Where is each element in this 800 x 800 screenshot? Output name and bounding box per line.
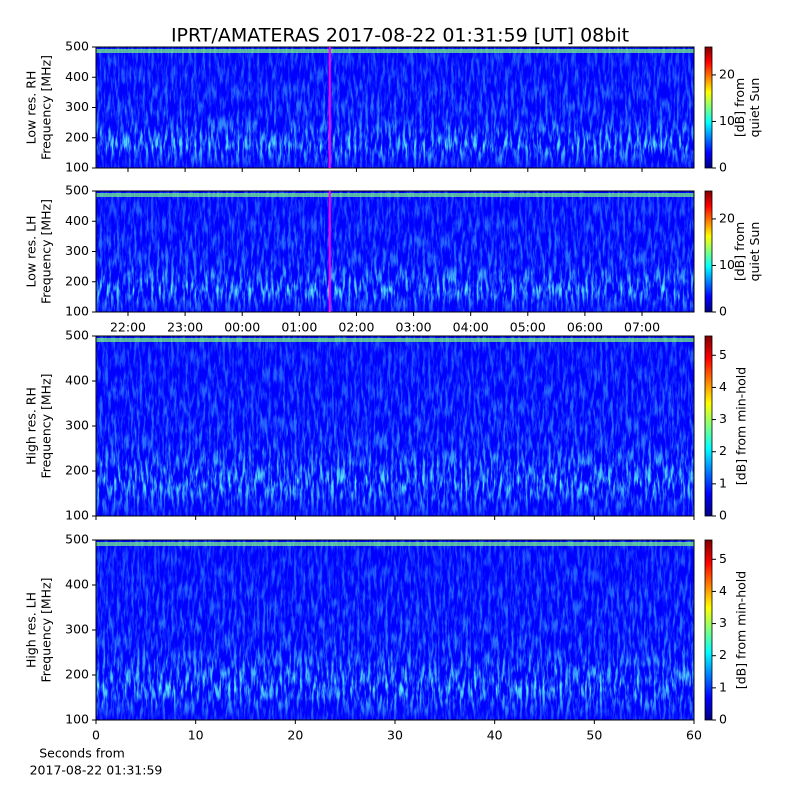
spectrogram-noise <box>96 191 694 312</box>
colorbar-tick-label: 20 <box>719 210 735 225</box>
y-axis-label: Frequency [MHz] <box>39 199 54 304</box>
x-tick-label: 30 <box>387 728 403 743</box>
spectrogram <box>96 540 694 720</box>
top-band <box>96 193 694 197</box>
x-tick-label: 40 <box>487 728 503 743</box>
x-axis-label: 2017-08-22 01:31:59 <box>30 763 163 778</box>
x-tick-label: 05:00 <box>510 320 546 335</box>
colorbar-tick-label: 4 <box>719 379 727 394</box>
spectrogram-noise <box>96 336 694 516</box>
top-band <box>96 338 694 342</box>
x-tick-label: 22:00 <box>110 320 146 335</box>
spectrogram <box>96 191 694 312</box>
colorbar-label: [dB] from <box>732 222 747 281</box>
top-band <box>96 542 694 546</box>
y-tick-label: 100 <box>65 304 89 319</box>
y-axis-label: High res. RH <box>24 387 39 465</box>
colorbar-tick-label: 0 <box>719 508 727 523</box>
y-axis-label: Frequency [MHz] <box>39 55 54 160</box>
x-tick-label: 00:00 <box>224 320 260 335</box>
y-tick-label: 200 <box>65 463 89 478</box>
colorbar-tick-label: 1 <box>719 475 727 490</box>
colorbar-label: [dB] from min-hold <box>734 571 749 689</box>
colorbar <box>704 190 713 313</box>
x-tick-label: 06:00 <box>567 320 603 335</box>
colorbar-tick-label: 10 <box>719 257 735 272</box>
colorbar-tick-label: 0 <box>719 160 727 175</box>
colorbar <box>704 335 713 517</box>
colorbar-tick-label: 2 <box>719 443 727 458</box>
colorbar-tick-label: 5 <box>719 347 727 362</box>
y-axis-label: Low res. RH <box>24 71 39 145</box>
colorbar-tick-label: 1 <box>719 679 727 694</box>
x-tick-label: 23:00 <box>167 320 203 335</box>
colorbar-tick-label: 5 <box>719 551 727 566</box>
colorbar-tick-label: 3 <box>719 411 727 426</box>
y-tick-label: 200 <box>65 129 89 144</box>
y-axis-label: Low res. LH <box>24 216 39 288</box>
x-tick-label: 02:00 <box>338 320 374 335</box>
y-tick-label: 500 <box>65 328 89 343</box>
spectrogram-noise <box>96 540 694 720</box>
colorbar-tick-label: 0 <box>719 712 727 727</box>
y-tick-label: 300 <box>65 418 89 433</box>
colorbar-tick-label: 20 <box>719 66 735 81</box>
colorbar-tick-label: 10 <box>719 113 735 128</box>
x-tick-label: 60 <box>686 728 702 743</box>
x-tick-label: 01:00 <box>281 320 317 335</box>
colorbar-label: quiet Sun <box>747 222 762 282</box>
y-tick-label: 400 <box>65 69 89 84</box>
y-tick-label: 400 <box>65 373 89 388</box>
colorbar-tick-label: 2 <box>719 647 727 662</box>
y-tick-label: 300 <box>65 99 89 114</box>
colorbar-label: [dB] from min-hold <box>734 367 749 485</box>
y-tick-label: 100 <box>65 160 89 175</box>
y-axis-label: Frequency [MHz] <box>39 577 54 682</box>
colorbar <box>704 539 713 721</box>
x-tick-label: 50 <box>586 728 602 743</box>
figure-title: IPRT/AMATERAS 2017-08-22 01:31:59 [UT] 0… <box>171 25 629 47</box>
x-tick-label: 03:00 <box>396 320 432 335</box>
top-band <box>96 49 694 53</box>
x-tick-label: 20 <box>287 728 303 743</box>
x-tick-label: 0 <box>92 728 100 743</box>
x-tick-label: 04:00 <box>453 320 489 335</box>
y-tick-label: 300 <box>65 243 89 258</box>
colorbar-label: [dB] from <box>732 78 747 137</box>
y-tick-label: 500 <box>65 183 89 198</box>
x-axis-label: Seconds from <box>39 746 125 761</box>
colorbar <box>704 46 713 169</box>
y-tick-label: 300 <box>65 622 89 637</box>
spectrogram <box>96 336 694 516</box>
spectrogram-noise <box>96 47 694 168</box>
colorbar-tick-label: 4 <box>719 583 727 598</box>
colorbar-tick-label: 3 <box>719 615 727 630</box>
y-tick-label: 100 <box>65 508 89 523</box>
y-tick-label: 500 <box>65 532 89 547</box>
y-tick-label: 500 <box>65 39 89 54</box>
colorbar-label: quiet Sun <box>747 78 762 138</box>
colorbar-tick-label: 0 <box>719 304 727 319</box>
y-tick-label: 200 <box>65 667 89 682</box>
spectrogram <box>96 47 694 168</box>
x-tick-label: 10 <box>188 728 204 743</box>
y-tick-label: 400 <box>65 213 89 228</box>
y-axis-label: Frequency [MHz] <box>39 373 54 478</box>
x-tick-label: 07:00 <box>624 320 660 335</box>
y-tick-label: 400 <box>65 577 89 592</box>
y-axis-label: High res. LH <box>24 592 39 668</box>
y-tick-label: 100 <box>65 712 89 727</box>
y-tick-label: 200 <box>65 273 89 288</box>
